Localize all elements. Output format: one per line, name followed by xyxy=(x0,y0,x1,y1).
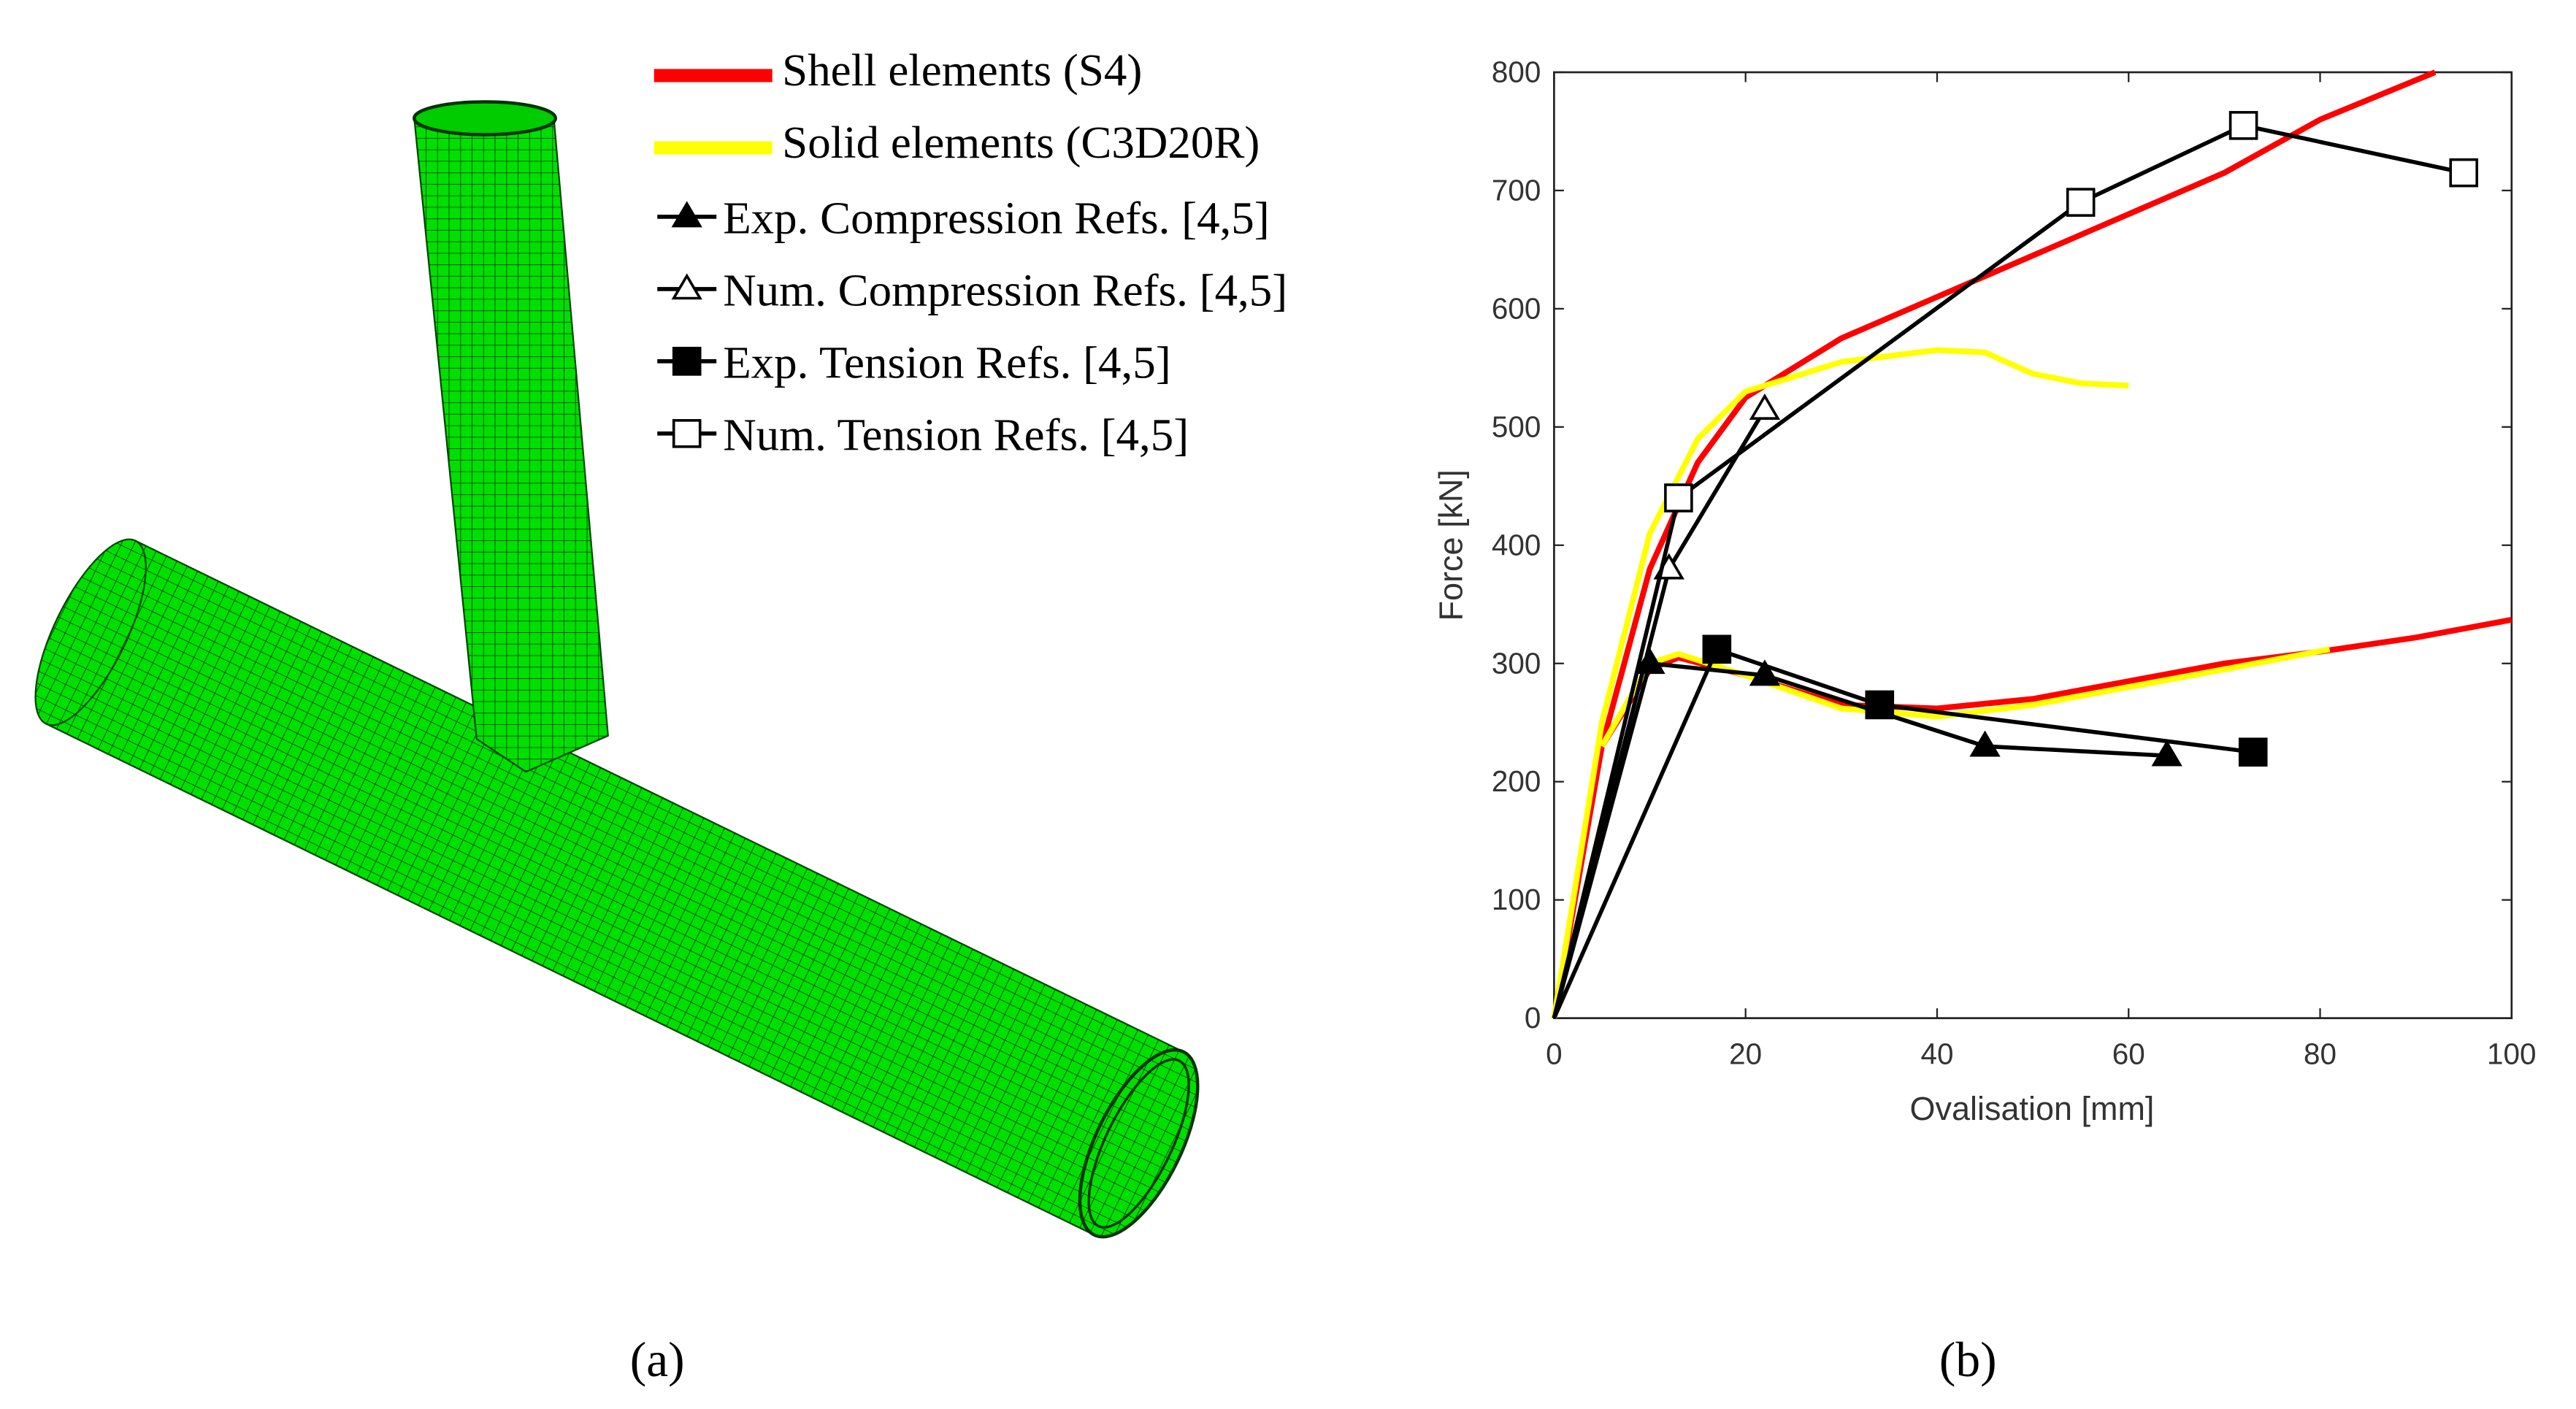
legend-label: Solid elements (C3D20R) xyxy=(782,117,1260,168)
series xyxy=(1551,347,2331,1019)
legend-label: Num. Compression Refs. [4,5] xyxy=(723,264,1287,315)
marker xyxy=(672,419,702,448)
series-line xyxy=(1552,661,2167,1019)
plot-frame xyxy=(1553,71,2513,1019)
legend-label: Exp. Compression Refs. [4,5] xyxy=(723,192,1270,243)
y-axis-label: Force [kN] xyxy=(1432,469,1469,621)
panel-label: (a) xyxy=(630,1332,685,1387)
x-tick-label: 100 xyxy=(2487,1037,2537,1071)
y-tick-label: 100 xyxy=(1492,883,1541,916)
series-line xyxy=(1551,347,2331,1019)
series xyxy=(1552,634,2268,1019)
marker xyxy=(2449,158,2479,188)
y-tick-label: 700 xyxy=(1492,173,1541,207)
marker xyxy=(1664,483,1693,512)
marker xyxy=(2151,740,2182,767)
marker xyxy=(1969,730,2001,757)
legend: Shell elements (S4) Solid elements (C3D20… xyxy=(653,45,1287,460)
x-tick-label: 0 xyxy=(1546,1037,1563,1071)
y-tick-label: 500 xyxy=(1492,410,1541,443)
marker xyxy=(2228,111,2258,140)
x-tick-label: 40 xyxy=(1920,1037,1953,1071)
legend-label: Shell elements (S4) xyxy=(782,45,1142,96)
x-tick-label: 60 xyxy=(2112,1037,2145,1071)
marker xyxy=(1865,690,1895,720)
legend-label: Exp. Tension Refs. [4,5] xyxy=(723,337,1171,388)
legend-label: Num. Tension Refs. [4,5] xyxy=(723,409,1189,460)
marker xyxy=(671,201,702,228)
marker xyxy=(672,347,702,376)
mesh-model xyxy=(34,100,1200,1239)
plot: 0 20 40 60 80 100 0 100 200 300 400 500 600 700 800 xyxy=(1492,55,2537,1070)
series-line xyxy=(1552,408,1767,1019)
x-axis-label: Ovalisation [mm] xyxy=(1910,1090,2155,1127)
marker xyxy=(2238,737,2268,767)
panel-label: (b) xyxy=(1939,1332,1997,1387)
series xyxy=(1551,69,2512,1019)
y-tick-label: 800 xyxy=(1492,55,1541,88)
series xyxy=(1552,111,2479,1019)
series-line xyxy=(1552,647,2254,1019)
x-tick-label: 80 xyxy=(2304,1037,2337,1071)
marker xyxy=(2066,188,2096,217)
series-line xyxy=(1552,123,2464,1019)
x-tick-label: 20 xyxy=(1729,1037,1762,1071)
y-tick-label: 200 xyxy=(1492,764,1541,798)
series-line xyxy=(1551,69,2512,1019)
marker xyxy=(1749,659,1781,686)
y-tick-label: 300 xyxy=(1492,646,1541,680)
y-tick-label: 400 xyxy=(1492,528,1541,561)
marker xyxy=(671,273,702,300)
marker xyxy=(1702,634,1732,664)
marker xyxy=(1749,393,1781,420)
y-tick-label: 0 xyxy=(1525,1001,1541,1034)
y-tick-label: 600 xyxy=(1492,291,1541,325)
